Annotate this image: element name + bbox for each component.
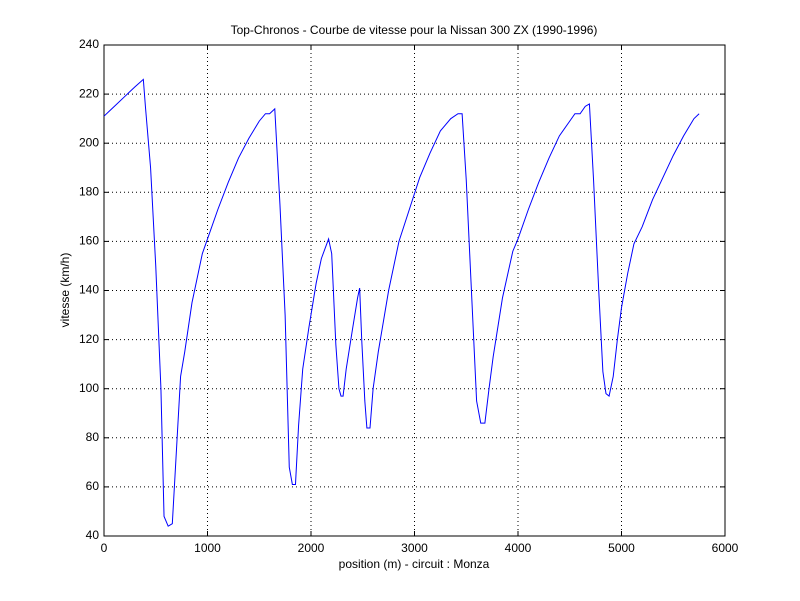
y-tick-label: 160 (79, 234, 99, 248)
y-tick-label: 40 (86, 528, 100, 542)
y-tick-label: 60 (86, 479, 100, 493)
y-tick-label: 240 (79, 37, 99, 51)
x-axis-label: position (m) - circuit : Monza (339, 557, 490, 571)
chart-title: Top-Chronos - Courbe de vitesse pour la … (231, 23, 598, 37)
y-tick-label: 80 (86, 430, 100, 444)
x-tick-label: 4000 (505, 541, 532, 555)
data-line (103, 78, 700, 527)
x-tick-label: 2000 (298, 541, 325, 555)
x-tick-label: 1000 (194, 541, 221, 555)
x-tick-label: 3000 (401, 541, 428, 555)
axes-box (103, 44, 726, 537)
y-tick-label: 120 (79, 332, 99, 346)
y-tick-label: 140 (79, 283, 99, 297)
y-tick-label: 180 (79, 184, 99, 198)
x-tick-label: 5000 (608, 541, 635, 555)
y-tick-label: 220 (79, 86, 99, 100)
y-tick-label: 200 (79, 135, 99, 149)
y-tick-label: 100 (79, 381, 99, 395)
y-axis-label: vitesse (km/h) (58, 253, 72, 328)
x-tick-label: 6000 (712, 541, 739, 555)
x-tick-label: 0 (101, 541, 108, 555)
